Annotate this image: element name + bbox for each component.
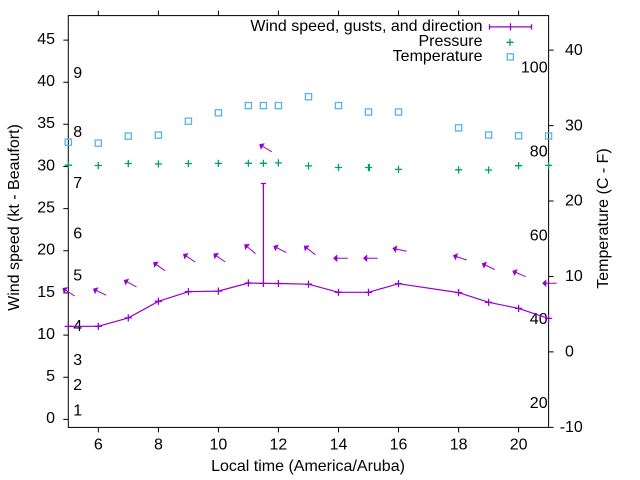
svg-text:8: 8 — [73, 124, 82, 141]
svg-text:20: 20 — [510, 437, 528, 454]
svg-text:14: 14 — [330, 437, 348, 454]
svg-text:6: 6 — [94, 437, 103, 454]
svg-text:20: 20 — [37, 242, 55, 259]
svg-text:15: 15 — [37, 284, 55, 301]
svg-text:100: 100 — [521, 60, 548, 77]
svg-text:10: 10 — [210, 437, 228, 454]
svg-text:80: 80 — [530, 144, 548, 161]
svg-text:Temperature: Temperature — [393, 48, 483, 65]
svg-text:18: 18 — [450, 437, 468, 454]
svg-text:1: 1 — [73, 402, 82, 419]
svg-text:40: 40 — [37, 73, 55, 90]
svg-text:20: 20 — [530, 395, 548, 412]
svg-text:Pressure: Pressure — [418, 33, 482, 50]
svg-text:60: 60 — [530, 227, 548, 244]
svg-text:0: 0 — [565, 344, 574, 361]
svg-text:6: 6 — [73, 225, 82, 242]
svg-text:10: 10 — [37, 326, 55, 343]
svg-text:30: 30 — [565, 117, 583, 134]
svg-text:12: 12 — [270, 437, 288, 454]
svg-text:40: 40 — [530, 311, 548, 328]
svg-text:2: 2 — [73, 377, 82, 394]
svg-text:Temperature (C - F): Temperature (C - F) — [595, 148, 612, 288]
svg-text:3: 3 — [73, 352, 82, 369]
svg-text:-10: -10 — [560, 419, 583, 436]
svg-text:5: 5 — [46, 368, 55, 385]
svg-text:16: 16 — [390, 437, 408, 454]
svg-text:Local time (America/Aruba): Local time (America/Aruba) — [211, 458, 405, 475]
svg-text:Wind speed (kt - Beaufort): Wind speed (kt - Beaufort) — [6, 124, 23, 311]
svg-text:30: 30 — [37, 157, 55, 174]
svg-text:Wind speed, gusts, and directi: Wind speed, gusts, and direction — [250, 18, 482, 35]
svg-text:35: 35 — [37, 115, 55, 132]
svg-text:40: 40 — [565, 42, 583, 59]
svg-text:25: 25 — [37, 199, 55, 216]
svg-text:8: 8 — [154, 437, 163, 454]
svg-text:0: 0 — [46, 410, 55, 427]
svg-text:7: 7 — [73, 175, 82, 192]
svg-text:45: 45 — [37, 31, 55, 48]
svg-text:20: 20 — [565, 193, 583, 210]
svg-text:10: 10 — [565, 268, 583, 285]
svg-text:5: 5 — [73, 268, 82, 285]
svg-text:9: 9 — [73, 65, 82, 82]
